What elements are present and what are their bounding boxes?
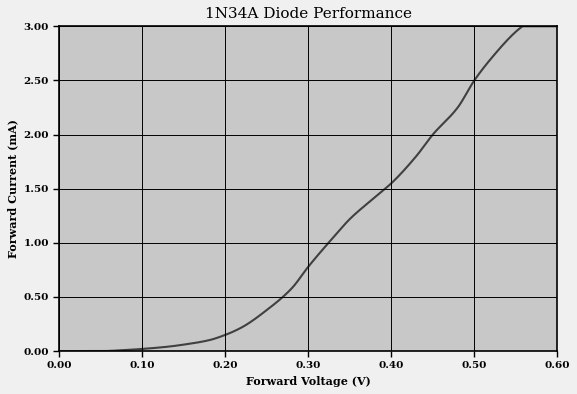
Y-axis label: Forward Current (mA): Forward Current (mA) [7,119,18,258]
X-axis label: Forward Voltage (V): Forward Voltage (V) [246,376,371,387]
Title: 1N34A Diode Performance: 1N34A Diode Performance [205,7,412,21]
